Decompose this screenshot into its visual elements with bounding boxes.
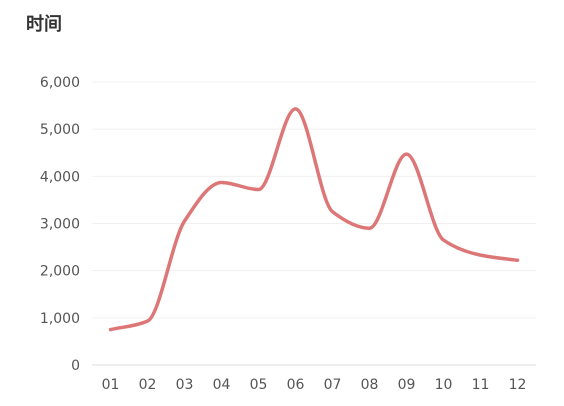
x-tick-label: 07 (324, 377, 342, 393)
data-point (219, 179, 225, 185)
x-tick-label: 09 (398, 377, 416, 393)
data-point (330, 209, 336, 215)
y-tick-label: 2,000 (40, 264, 80, 280)
chart-title: 时间 (26, 14, 62, 35)
x-tick-label: 04 (213, 377, 231, 393)
data-point (182, 218, 188, 224)
x-tick-label: 11 (472, 377, 490, 393)
data-point (515, 257, 521, 263)
y-tick-label: 6,000 (40, 75, 80, 91)
grid-layer (92, 81, 536, 366)
y-tick-label: 4,000 (40, 169, 80, 185)
series-line (108, 107, 520, 332)
y-tick-label: 1,000 (40, 311, 80, 327)
x-tick-label: 08 (361, 377, 379, 393)
y-tick-label: 5,000 (40, 122, 80, 138)
data-point (367, 225, 373, 231)
x-tick-label: 12 (509, 377, 527, 393)
data-point (441, 237, 447, 243)
y-tick-label: 0 (71, 358, 80, 374)
series-layer (108, 106, 521, 333)
data-point (145, 318, 151, 324)
data-point (256, 187, 262, 193)
x-axis-ticks: 01 02 03 04 05 06 07 08 09 10 11 12 (102, 377, 527, 393)
data-point (293, 106, 299, 112)
y-axis-ticks: 0 1,000 2,000 3,000 4,000 5,000 6,000 (40, 75, 80, 374)
data-point (108, 327, 114, 333)
data-point (404, 151, 410, 157)
x-tick-label: 02 (139, 377, 157, 393)
x-tick-label: 03 (176, 377, 194, 393)
x-tick-label: 01 (102, 377, 120, 393)
x-tick-label: 10 (435, 377, 453, 393)
data-point (478, 252, 484, 258)
x-tick-label: 05 (250, 377, 268, 393)
y-tick-label: 3,000 (40, 217, 80, 233)
x-tick-label: 06 (287, 377, 305, 393)
